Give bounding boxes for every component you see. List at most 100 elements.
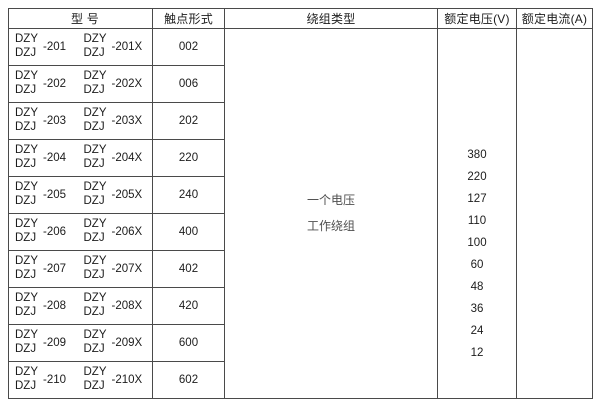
column-header-rated-voltage: 额定电压(V) [437,8,517,29]
model-prefix-stack: DZY DZJ [15,107,38,134]
model-prefix-stack: DZY DZJ [84,107,107,134]
rated-voltage-list: 380 220 127 110 100 60 48 36 24 12 [438,63,516,364]
model-variant-standard: DZY DZJ -202 [15,70,84,97]
model-prefix-stack: DZY DZJ [15,144,38,171]
contact-form-cell: 002 [152,28,225,66]
model-suffix: -203 [43,115,67,127]
model-cell: DZY DZJ -208 DZY DZJ -208X [8,287,153,325]
model-variant-standard: DZY DZJ -203 [15,107,84,134]
model-prefix-bottom: DZJ [15,269,37,281]
model-prefix-stack: DZY DZJ [15,181,38,208]
model-prefix-stack: DZY DZJ [15,218,38,245]
model-variant-x: DZY DZJ -201X [84,33,153,60]
model-variant-standard: DZY DZJ -209 [15,329,84,356]
model-prefix-top: DZY [15,70,38,83]
model-prefix-stack: DZY DZJ [15,255,38,282]
rated-voltage-item: 127 [467,193,487,205]
table-header: 型 号 触点形式 绕组类型 额定电压(V) 额定电流(A) [8,8,593,29]
specification-table: 型 号 触点形式 绕组类型 额定电压(V) 额定电流(A) DZY DZJ [8,8,593,399]
table-row: DZY DZJ -210 DZY DZJ -210X [8,361,593,399]
model-prefix-stack: DZY DZJ [84,70,107,97]
table-row: DZY DZJ -209 DZY DZJ -209X [8,324,593,362]
model-prefix-stack: DZY DZJ [84,218,107,245]
model-prefix-stack: DZY DZJ [15,70,38,97]
table-row: DZY DZJ -208 DZY DZJ -208X [8,287,593,325]
model-prefix-top: DZY [83,70,107,83]
model-prefix-top: DZY [83,33,107,46]
contact-form-cell: 600 [152,324,225,362]
rated-voltage-cell: 380 220 127 110 100 60 48 36 24 12 [437,28,517,399]
winding-type-cell: 一个电压 工作绕组 [224,28,438,399]
model-prefix-top: DZY [15,218,38,231]
model-suffix: -202 [43,78,67,90]
model-prefix-top: DZY [83,218,107,231]
rated-voltage-item: 380 [467,149,487,161]
model-prefix-stack: DZY DZJ [84,366,107,393]
table-body: DZY DZJ -201 DZY DZJ -201X [8,28,593,399]
model-suffix: -201X [111,41,143,53]
table-row: DZY DZJ -202 DZY DZJ -202X [8,65,593,103]
model-prefix-top: DZY [15,329,38,342]
column-header-rated-current: 额定电流(A) [516,8,593,29]
model-prefix-bottom: DZJ [15,84,37,96]
model-prefix-top: DZY [83,255,107,268]
model-suffix: -208X [111,300,143,312]
model-prefix-bottom: DZJ [15,121,37,133]
contact-form-cell: 202 [152,102,225,140]
model-variant-standard: DZY DZJ -204 [15,144,84,171]
model-prefix-stack: DZY DZJ [15,292,38,319]
model-suffix: -204X [111,152,143,164]
rated-voltage-item: 48 [470,281,484,293]
model-prefix-stack: DZY DZJ [84,33,107,60]
model-suffix: -210X [111,374,143,386]
column-header-model: 型 号 [8,8,153,29]
model-prefix-top: DZY [15,255,38,268]
model-prefix-bottom: DZJ [15,380,37,392]
model-prefix-bottom: DZJ [83,232,105,244]
model-prefix-stack: DZY DZJ [84,255,107,282]
model-cell: DZY DZJ -202 DZY DZJ -202X [8,65,153,103]
table-row: DZY DZJ -201 DZY DZJ -201X [8,28,593,399]
model-prefix-top: DZY [83,144,107,157]
model-suffix: -209 [43,337,67,349]
model-suffix: -205X [111,189,143,201]
model-variant-standard: DZY DZJ -207 [15,255,84,282]
model-prefix-stack: DZY DZJ [84,181,107,208]
model-suffix: -207 [43,263,67,275]
model-cell: DZY DZJ -210 DZY DZJ -210X [8,361,153,399]
model-prefix-bottom: DZJ [83,47,105,59]
model-suffix: -209X [111,337,143,349]
contact-form-cell: 602 [152,361,225,399]
model-prefix-stack: DZY DZJ [15,329,38,356]
contact-form-cell: 220 [152,139,225,177]
model-suffix: -206 [43,226,67,238]
column-header-contact-form: 触点形式 [152,8,225,29]
model-prefix-bottom: DZJ [83,380,105,392]
model-prefix-top: DZY [83,292,107,305]
rated-voltage-item: 100 [467,237,487,249]
contact-form-cell: 420 [152,287,225,325]
model-cell: DZY DZJ -203 DZY DZJ -203X [8,102,153,140]
model-cell: DZY DZJ -207 DZY DZJ -207X [8,250,153,288]
model-prefix-top: DZY [15,366,38,379]
contact-form-cell: 006 [152,65,225,103]
rated-voltage-item: 220 [467,171,487,183]
model-variant-x: DZY DZJ -206X [84,218,153,245]
model-prefix-top: DZY [83,107,107,120]
model-variant-standard: DZY DZJ -210 [15,366,84,393]
model-prefix-top: DZY [15,33,38,46]
model-suffix: -207X [111,263,143,275]
model-prefix-stack: DZY DZJ [84,329,107,356]
model-prefix-bottom: DZJ [83,84,105,96]
model-prefix-bottom: DZJ [83,269,105,281]
model-variant-x: DZY DZJ -202X [84,70,153,97]
model-prefix-bottom: DZJ [15,158,37,170]
model-prefix-bottom: DZJ [83,158,105,170]
model-variant-standard: DZY DZJ -205 [15,181,84,208]
rated-voltage-item: 12 [470,347,484,359]
model-prefix-stack: DZY DZJ [84,292,107,319]
model-prefix-bottom: DZJ [83,121,105,133]
model-prefix-top: DZY [15,181,38,194]
model-cell: DZY DZJ -205 DZY DZJ -205X [8,176,153,214]
